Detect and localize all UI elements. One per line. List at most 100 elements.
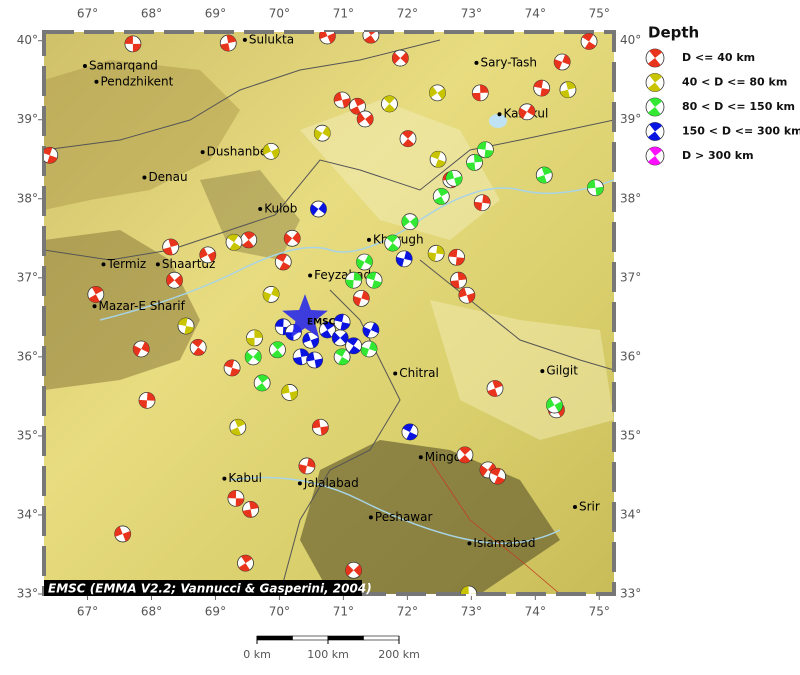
beachball-quadrant	[366, 272, 382, 289]
city-dot	[393, 371, 398, 376]
beachball-quadrant	[446, 170, 463, 186]
focal-mechanism	[645, 146, 665, 166]
city-dot	[101, 262, 106, 267]
beachball-quadrant	[166, 274, 183, 287]
beachball-quadrant	[246, 329, 263, 346]
y-tick-label: 37°	[17, 270, 38, 284]
y-tick-label: 33°	[17, 587, 38, 601]
focal-mechanism	[87, 286, 105, 303]
focal-mechanism	[177, 317, 195, 335]
y-tick-label: 39°	[17, 112, 38, 126]
y-tick-label: 36°	[17, 349, 38, 363]
focal-mechanism	[384, 234, 402, 252]
y-tick-label: 40°	[17, 33, 38, 47]
focal-mechanism	[319, 32, 336, 45]
epicenter-star	[282, 294, 328, 338]
city-dot	[467, 541, 472, 546]
y-tick-label: 38°	[620, 191, 641, 205]
city-label: Islamabad	[473, 536, 535, 550]
focal-mechanism	[225, 233, 243, 251]
x-tick-label: 67°	[77, 7, 98, 21]
beachball-quadrant	[448, 249, 465, 266]
city-dot	[258, 207, 263, 212]
beachball-quadrant	[647, 98, 663, 116]
focal-mechanism	[450, 271, 467, 289]
y-tick-label: 35°	[620, 428, 641, 442]
scale-segment	[327, 635, 364, 641]
beachball-quadrant	[335, 348, 350, 365]
x-tick-label: 75°	[589, 7, 610, 21]
focal-mechanism	[306, 351, 324, 369]
city-label: Srir	[579, 500, 600, 514]
beachball-quadrant	[238, 555, 253, 572]
beachball-quadrant	[314, 126, 331, 140]
beachball-quadrant	[178, 318, 194, 335]
focal-mechanism	[253, 374, 271, 392]
beachball-quadrant	[487, 380, 503, 397]
y-tick-label: 34°	[17, 507, 38, 521]
focal-mechanism	[432, 188, 450, 205]
beachball-quadrant	[242, 501, 259, 518]
beachball-quadrant	[479, 463, 496, 477]
focal-mechanism	[333, 348, 351, 366]
city-dot	[474, 60, 479, 65]
beachball-quadrant	[281, 384, 298, 401]
beachball-quadrant	[647, 147, 663, 165]
beachball-quadrant	[224, 359, 240, 376]
beachball-quadrant	[191, 339, 205, 356]
beachball-quadrant	[263, 144, 280, 159]
beachball-quadrant	[450, 272, 467, 289]
beachball-quadrant	[334, 314, 350, 331]
city-label: Gilgit	[546, 364, 578, 378]
beachball-quadrant	[310, 202, 327, 216]
focal-mechanism	[189, 338, 207, 356]
focal-mechanism	[518, 103, 536, 121]
city-dot	[94, 79, 99, 84]
focal-mechanism	[262, 142, 280, 160]
x-tick-label: 69°	[205, 7, 226, 21]
focal-mechanism	[124, 35, 142, 53]
beachball-quadrant	[647, 49, 663, 67]
focal-mechanism	[381, 95, 398, 113]
x-tick-label: 72°	[397, 605, 418, 619]
focal-mechanism	[352, 289, 370, 307]
focal-mechanism	[645, 122, 665, 141]
focal-mechanism	[223, 359, 241, 377]
focal-mechanism	[242, 501, 260, 518]
focal-mechanism	[319, 321, 336, 339]
x-tick-label: 74°	[525, 605, 546, 619]
beachball-quadrant	[362, 322, 379, 338]
focal-mechanism	[281, 384, 299, 401]
focal-mechanism	[458, 286, 476, 304]
city-label: Kulob	[264, 202, 297, 216]
beachball-quadrant	[392, 52, 409, 64]
beachball-quadrant	[587, 179, 604, 196]
focal-mechanism	[333, 313, 351, 331]
x-tick-label: 70°	[269, 7, 290, 21]
beachball-quadrant	[44, 147, 58, 164]
beachball-quadrant	[402, 130, 414, 147]
beachball-quadrant	[459, 446, 471, 463]
beachball-quadrant	[429, 86, 446, 100]
focal-mechanism	[114, 525, 132, 543]
x-tick-label: 69°	[205, 605, 226, 619]
city-dot	[297, 481, 302, 486]
beachball-quadrant	[138, 392, 155, 409]
focal-mechanism	[302, 331, 320, 349]
scale-segment	[292, 635, 329, 641]
legend-label: D > 300 km	[682, 149, 754, 162]
city-dot	[222, 476, 227, 481]
beachball-quadrant	[276, 254, 291, 271]
x-tick-label: 71°	[333, 7, 354, 21]
focal-mechanism	[283, 229, 301, 247]
city-label: Samarqand	[89, 58, 158, 72]
focal-mechanism	[645, 97, 665, 117]
x-tick-label: 68°	[141, 7, 162, 21]
beachball-quadrant	[114, 526, 131, 542]
beachball-quadrant	[199, 247, 216, 263]
focal-mechanism	[166, 271, 183, 289]
beachball-quadrant	[533, 80, 550, 97]
beachball-quadrant	[124, 35, 141, 52]
focal-mechanism	[645, 73, 665, 92]
city-label: Peshawar	[375, 510, 433, 524]
